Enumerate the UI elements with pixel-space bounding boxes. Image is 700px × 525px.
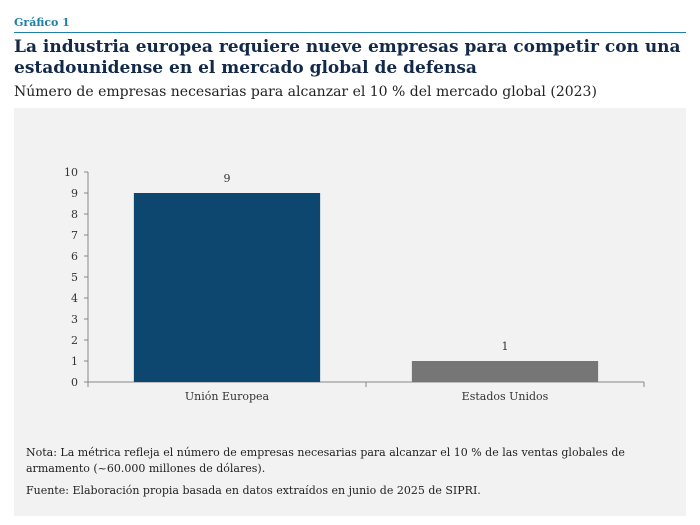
- bar: [411, 361, 599, 382]
- bar-value-label: 9: [224, 172, 231, 185]
- chart-notes: Nota: La métrica refleja el número de em…: [26, 445, 666, 505]
- y-tick-label: 8: [71, 208, 78, 221]
- y-tick-label: 0: [71, 376, 78, 389]
- x-category-label: Unión Europea: [185, 390, 270, 403]
- source-text: Fuente: Elaboración propia basada en dat…: [26, 484, 481, 497]
- y-tick-label: 2: [71, 334, 78, 347]
- y-tick-label: 1: [71, 355, 78, 368]
- bar: [133, 193, 321, 382]
- y-tick-label: 6: [71, 250, 78, 263]
- y-tick-label: 10: [64, 166, 78, 179]
- chart-subtitle: Número de empresas necesarias para alcan…: [14, 84, 597, 100]
- note-text: Nota: La métrica refleja el número de em…: [26, 446, 625, 475]
- chart-kicker: Gráfico 1: [14, 16, 70, 29]
- y-tick-label: 3: [71, 313, 78, 326]
- bar-chart: 0 1 2 3 4 5 6 7 8 9 10 9 Unión Europea 1 Estados Unido…: [64, 166, 645, 403]
- y-tick-label: 5: [71, 271, 78, 284]
- bar-value-label: 1: [502, 340, 509, 353]
- x-category-label: Estados Unidos: [462, 390, 549, 403]
- y-tick-label: 9: [71, 187, 78, 200]
- chart-panel: 0 1 2 3 4 5 6 7 8 9 10 9 Unión Europea 1 Estados Unido…: [14, 108, 686, 516]
- header-rule: [14, 32, 686, 33]
- chart-title: La industria europea requiere nueve empr…: [14, 37, 681, 78]
- y-tick-label: 7: [71, 229, 78, 242]
- y-tick-label: 4: [71, 292, 78, 305]
